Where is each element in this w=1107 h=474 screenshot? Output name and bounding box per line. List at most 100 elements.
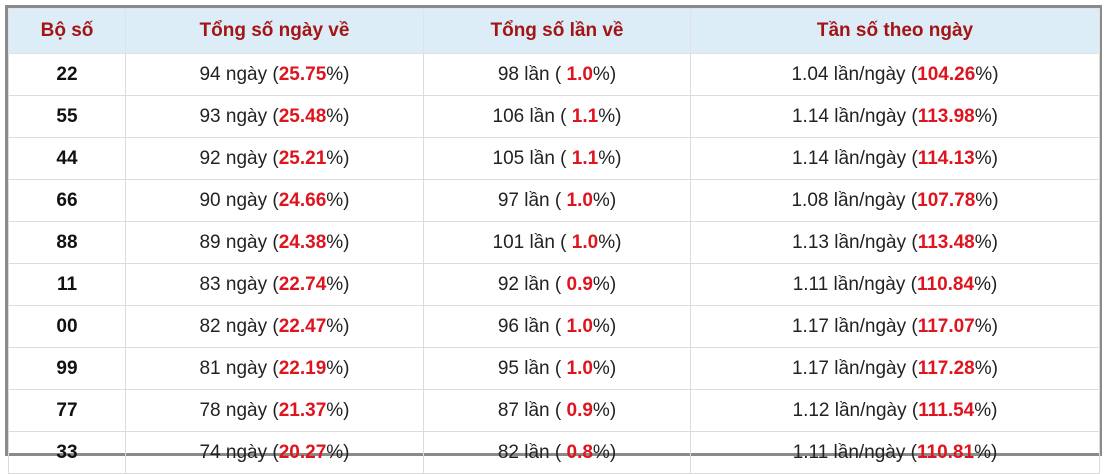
- cell-text: 44: [56, 147, 78, 169]
- cell-text: 92 ngày (: [199, 147, 279, 169]
- cell-text: 1.12 lần/ngày (: [792, 399, 919, 421]
- value-cell: 74 ngày (20.27%): [125, 431, 424, 474]
- cell-text: %): [326, 315, 350, 337]
- cell-text: %): [598, 231, 622, 253]
- value-cell: 101 lần ( 1.0%): [423, 221, 691, 264]
- cell-text: 55: [56, 105, 78, 127]
- highlight-value: 25.48: [278, 105, 327, 127]
- row: 33 74 ngày (20.27%) 82 lần ( 0.8%) 1.11 lần…: [8, 431, 1100, 474]
- value-cell: 1.04 lần/ngày (104.26%): [690, 53, 1100, 96]
- id-cell: 88: [8, 221, 126, 264]
- value-cell: 81 ngày (22.19%): [125, 347, 424, 390]
- cell-text: 1.17 lần/ngày (: [791, 315, 918, 337]
- cell-text: 74 ngày (: [199, 441, 279, 463]
- id-cell: 55: [8, 95, 126, 138]
- value-cell: 1.12 lần/ngày (111.54%): [690, 389, 1100, 432]
- cell-text: 1.13 lần/ngày (: [791, 231, 918, 253]
- highlight-value: 24.66: [278, 189, 327, 211]
- cell-text: 90 ngày (: [199, 189, 279, 211]
- row: 77 78 ngày (21.37%) 87 lần ( 0.9%) 1.12 lần…: [8, 389, 1100, 432]
- highlight-value: 110.81: [916, 441, 975, 463]
- cell-text: %): [974, 273, 998, 295]
- header-cell: Tổng số lần về: [423, 8, 691, 54]
- cell-text: 1.08 lần/ngày (: [791, 189, 918, 211]
- id-cell: 66: [8, 179, 126, 222]
- cell-text: %): [326, 231, 350, 253]
- cell-text: 98 lần (: [497, 63, 567, 85]
- cell-text: 1.11 lần/ngày (: [792, 441, 917, 463]
- cell-text: 87 lần (: [497, 399, 567, 421]
- cell-text: 105 lần (: [492, 147, 572, 169]
- value-cell: 92 ngày (25.21%): [125, 137, 424, 180]
- row: 55 93 ngày (25.48%) 106 lần ( 1.1%) 1.14 lầ…: [8, 95, 1100, 138]
- row: 88 89 ngày (24.38%) 101 lần ( 1.0%) 1.13 lầ…: [8, 221, 1100, 264]
- highlight-value: 117.07: [917, 315, 975, 337]
- cell-text: 88: [56, 231, 78, 253]
- row: 11 83 ngày (22.74%) 92 lần ( 0.9%) 1.11 lần…: [8, 263, 1100, 306]
- id-cell: 33: [8, 431, 126, 474]
- cell-text: 1.14 lần/ngày (: [791, 147, 918, 169]
- highlight-value: 22.47: [278, 315, 327, 337]
- cell-text: %): [974, 231, 998, 253]
- highlight-value: 104.26: [917, 63, 976, 85]
- value-cell: 1.14 lần/ngày (113.98%): [690, 95, 1100, 138]
- highlight-value: 1.1: [571, 147, 599, 169]
- cell-text: 78 ngày (: [199, 399, 279, 421]
- cell-text: 1.14 lần/ngày (: [791, 105, 918, 127]
- cell-text: %): [974, 441, 998, 463]
- highlight-value: 113.48: [917, 231, 975, 253]
- cell-text: 99: [56, 357, 78, 379]
- value-cell: 1.17 lần/ngày (117.07%): [690, 305, 1100, 348]
- cell-text: %): [592, 399, 617, 421]
- cell-text: %): [975, 189, 999, 211]
- cell-text: %): [592, 189, 617, 211]
- cell-text: 83 ngày (: [199, 273, 279, 295]
- value-cell: 106 lần ( 1.1%): [423, 95, 691, 138]
- cell-text: 82 lần (: [497, 441, 567, 463]
- row: 44 92 ngày (25.21%) 105 lần ( 1.1%) 1.14 lầ…: [8, 137, 1100, 180]
- header-cell: Tổng số ngày về: [125, 8, 424, 54]
- cell-text: %): [326, 273, 350, 295]
- cell-text: 97 lần (: [497, 189, 567, 211]
- cell-text: %): [974, 105, 998, 127]
- highlight-value: 24.38: [278, 231, 327, 253]
- highlight-value: 0.8: [566, 441, 593, 463]
- cell-text: 1.04 lần/ngày (: [791, 63, 918, 85]
- value-cell: 1.08 lần/ngày (107.78%): [690, 179, 1100, 222]
- highlight-value: 25.75: [278, 63, 327, 85]
- highlight-value: 1.0: [571, 231, 599, 253]
- value-cell: 96 lần ( 1.0%): [423, 305, 691, 348]
- highlight-value: 1.0: [566, 63, 593, 85]
- cell-text: 81 ngày (: [199, 357, 279, 379]
- highlight-value: 20.27: [278, 441, 327, 463]
- highlight-value: 111.54: [918, 399, 975, 421]
- cell-text: 1.11 lần/ngày (: [792, 273, 917, 295]
- id-cell: 77: [8, 389, 126, 432]
- value-cell: 97 lần ( 1.0%): [423, 179, 691, 222]
- cell-text: 94 ngày (: [199, 63, 279, 85]
- cell-text: %): [598, 147, 622, 169]
- cell-text: 89 ngày (: [199, 231, 279, 253]
- cell-text: %): [975, 63, 999, 85]
- cell-text: %): [974, 399, 998, 421]
- value-cell: 98 lần ( 1.0%): [423, 53, 691, 96]
- highlight-value: 113.98: [917, 105, 975, 127]
- highlight-value: 1.0: [566, 315, 593, 337]
- value-cell: 1.17 lần/ngày (117.28%): [690, 347, 1100, 390]
- row: 99 81 ngày (22.19%) 95 lần ( 1.0%) 1.17 lần…: [8, 347, 1100, 390]
- cell-text: %): [598, 105, 622, 127]
- cell-text: 95 lần (: [497, 357, 567, 379]
- value-cell: 1.11 lần/ngày (110.84%): [690, 263, 1100, 306]
- cell-text: 66: [56, 189, 78, 211]
- id-cell: 99: [8, 347, 126, 390]
- value-cell: 94 ngày (25.75%): [125, 53, 424, 96]
- header-cell: Bộ số: [8, 8, 126, 54]
- cell-text: %): [326, 105, 350, 127]
- cell-text: 1.17 lần/ngày (: [791, 357, 918, 379]
- cell-text: 92 lần (: [497, 273, 567, 295]
- highlight-value: 22.74: [278, 273, 327, 295]
- cell-text: 96 lần (: [497, 315, 567, 337]
- value-cell: 105 lần ( 1.1%): [423, 137, 691, 180]
- value-cell: 93 ngày (25.48%): [125, 95, 424, 138]
- cell-text: %): [326, 399, 350, 421]
